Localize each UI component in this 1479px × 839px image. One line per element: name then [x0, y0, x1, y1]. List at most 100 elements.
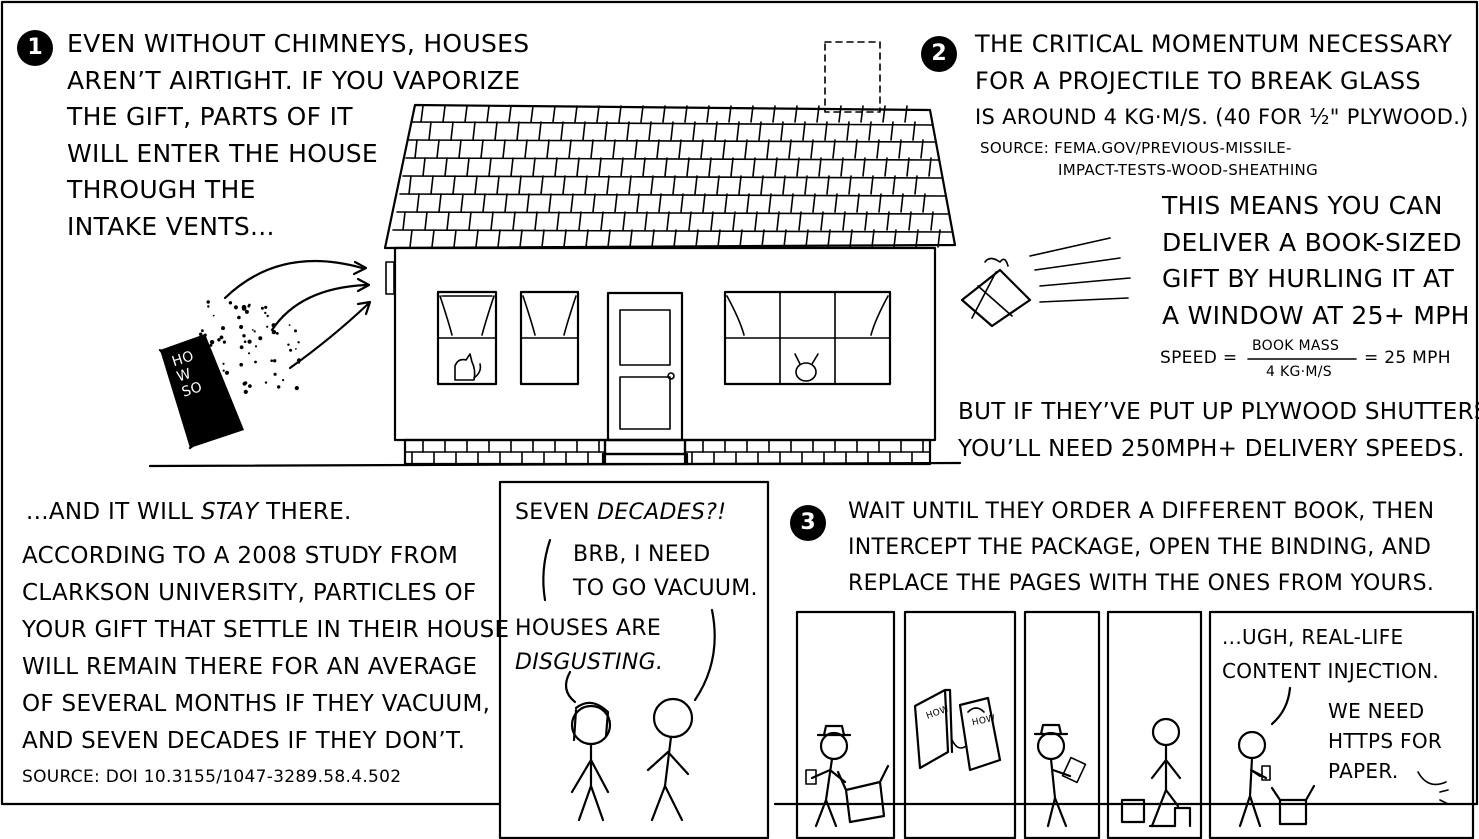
shingle-tick: [908, 211, 912, 231]
shingle-tick: [739, 229, 743, 248]
shingle-tick: [780, 121, 784, 141]
shingle-tick: [684, 105, 688, 123]
formula-denominator: 4 kg·m/s: [1266, 364, 1332, 380]
vapor-particle: [247, 304, 251, 308]
shingle-tick: [686, 157, 690, 177]
shingle-tick: [532, 157, 536, 177]
dialog-line-brb: BRB, I need to go vacuum.: [573, 538, 758, 606]
shingle-tick: [871, 229, 875, 248]
vapor-particle: [206, 381, 210, 386]
cat-in-window: [454, 353, 482, 381]
mini-panel-5-border: [1208, 610, 1475, 839]
panel1-caption-line: will enter the house: [67, 138, 379, 168]
vapor-particle: [210, 383, 214, 388]
vapor-particle: [270, 359, 274, 363]
vapor-particle: [224, 370, 230, 375]
vapor-particle: [266, 325, 269, 328]
vapor-particle: [248, 384, 252, 388]
dialog-panel-border: [498, 480, 770, 839]
vapor-particle: [222, 362, 225, 365]
shingle-tick: [900, 193, 904, 213]
shingle-tick: [640, 105, 644, 123]
shingle-tick: [826, 175, 830, 195]
shingle-tick: [846, 121, 850, 141]
vapor-particle: [207, 305, 210, 308]
vapor-particle: [260, 306, 264, 310]
shingle-tick: [827, 229, 831, 248]
vapor-particle: [239, 325, 244, 329]
mini-panel-2-border: [903, 610, 1017, 839]
shingle-tick: [622, 211, 626, 231]
shingle-tick: [812, 193, 816, 213]
vapor-particle: [264, 305, 268, 309]
shingle-tick: [914, 175, 918, 195]
panel1-caption-line: intake vents...: [67, 211, 275, 241]
shingle-tick: [585, 229, 589, 248]
shingle-tick: [518, 175, 522, 195]
strip-figure-3: [1033, 723, 1087, 828]
shingle-tick: [444, 157, 448, 177]
shingle-tick: [754, 211, 758, 231]
shingle-tick: [416, 193, 420, 213]
shingle-tick: [578, 211, 582, 231]
shingle-tick: [688, 211, 692, 231]
shingle-tick: [820, 211, 824, 231]
panel2-deliver-line: gift by hurling it at: [1162, 264, 1455, 293]
house-drawing: [148, 41, 962, 468]
vapor-particle: [297, 341, 300, 344]
vapor-particle: [199, 332, 203, 336]
strip-dialog-https: We need HTTPS for paper.: [1328, 696, 1442, 786]
vapor-particle: [273, 359, 277, 363]
front-door: [601, 291, 689, 466]
strip-figure-5: [1237, 686, 1449, 828]
vapor-particle: [241, 304, 247, 310]
shingle-tick: [752, 157, 756, 177]
vapor-particle: [239, 345, 244, 350]
vapor-particle: [233, 305, 238, 310]
step-number-badge-3: 3: [790, 505, 826, 541]
formula-numerator: Book mass: [1252, 338, 1340, 354]
shingle-tick: [480, 139, 484, 159]
house-wall: [393, 246, 937, 442]
outer-panel-border: [0, 0, 1479, 806]
vapor-particle: [275, 332, 279, 335]
dialog-emphasis: disgusting.: [515, 650, 664, 675]
panel1-caption-line: aren’t airtight. If you vaporize: [67, 65, 521, 95]
shingle-tick: [878, 193, 882, 213]
speaker-lines: [542, 538, 716, 704]
shingle-tick: [524, 139, 528, 159]
shingle-tick: [788, 139, 792, 159]
dialog-line-seven-decades: Seven decades?!: [515, 496, 726, 530]
panel2-deliver-line: deliver a book-sized: [1162, 227, 1462, 257]
shingle-tick: [915, 229, 919, 248]
shingle-tick: [560, 121, 564, 141]
panel3-caption-line: Wait until they order a different book, …: [848, 499, 1435, 524]
shingle-tick: [494, 121, 498, 141]
shingle-tick: [438, 193, 442, 213]
shingle-tick: [732, 211, 736, 231]
shingle-tick: [840, 157, 844, 177]
shingle-tick: [516, 121, 520, 141]
vapor-particle: [287, 343, 290, 346]
ground-line: [148, 461, 962, 468]
shingle-tick: [468, 211, 472, 231]
shingle-tick: [860, 105, 864, 123]
shingle-tick: [582, 121, 586, 141]
shingle-tick: [424, 211, 428, 231]
vapor-particle: [251, 329, 254, 331]
shingle-tick: [678, 139, 682, 159]
vapor-particle: [253, 330, 256, 333]
shingle-tick: [408, 175, 412, 195]
vapor-particle: [247, 352, 251, 355]
speed-lines: [1029, 237, 1131, 303]
shingle-tick: [750, 105, 754, 123]
shingle-tick: [574, 105, 578, 123]
vapor-particle: [296, 358, 302, 363]
shingle-tick: [728, 105, 732, 123]
shingle-tick: [460, 193, 464, 213]
shingle-tick: [436, 139, 440, 159]
vapor-particle: [219, 335, 224, 340]
shingle-tick: [868, 121, 872, 141]
shingle-tick: [862, 157, 866, 177]
dialog-line: BRB, I need: [573, 542, 711, 567]
